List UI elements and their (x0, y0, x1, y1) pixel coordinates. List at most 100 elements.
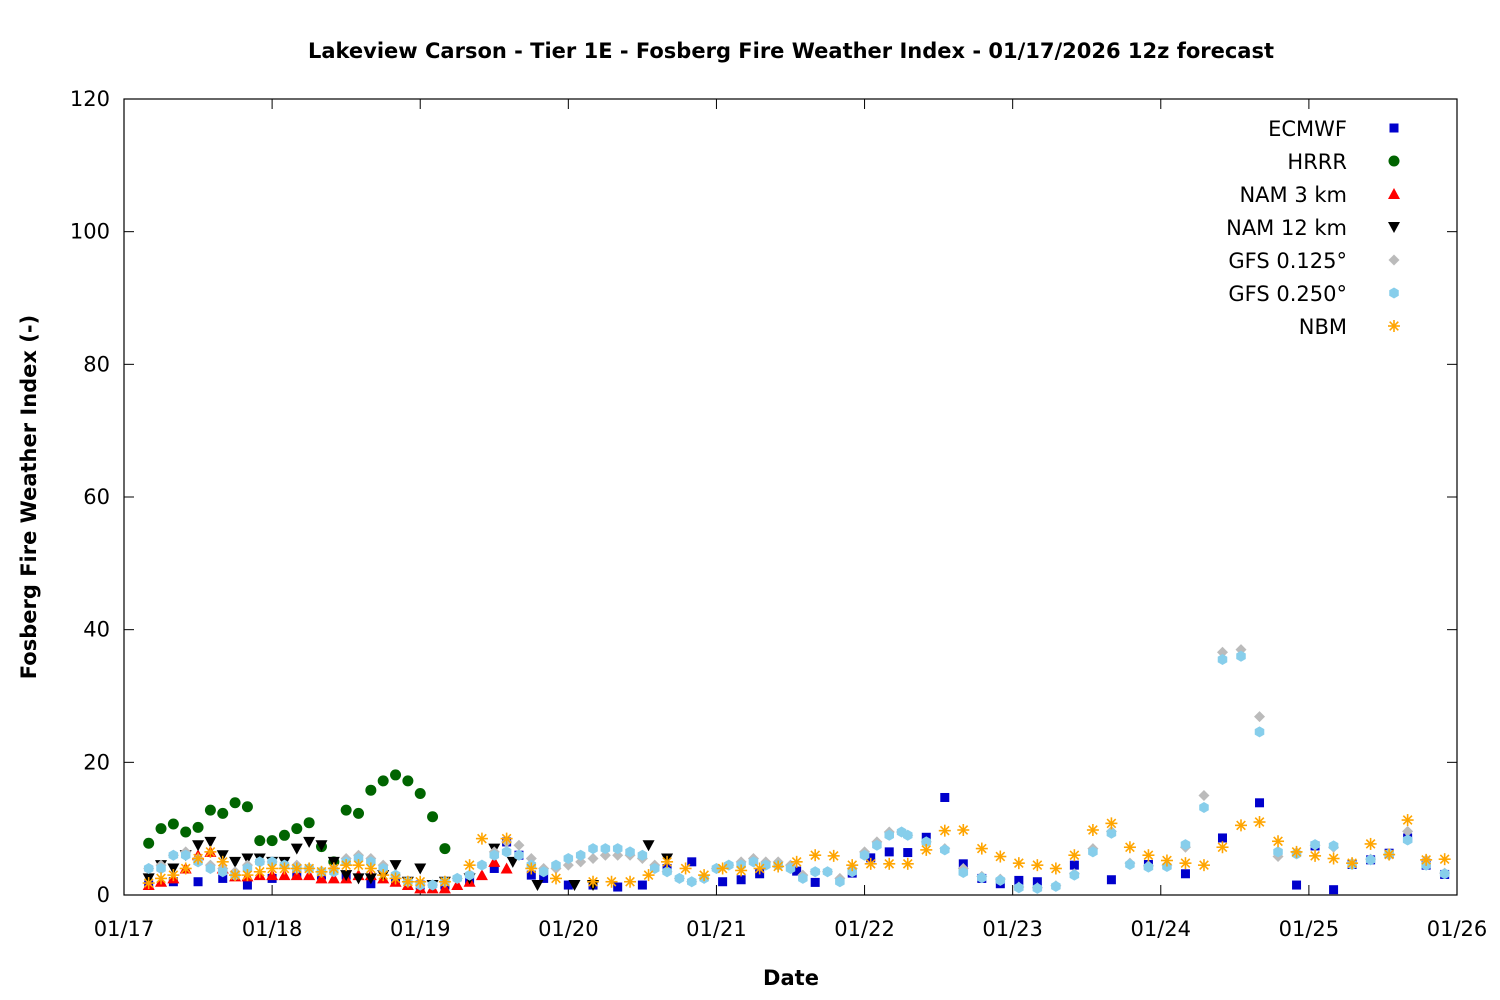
data-point (489, 863, 499, 873)
data-point (994, 850, 1007, 863)
legend-marker (1388, 155, 1400, 167)
data-point (884, 829, 895, 841)
star-stroke (1439, 854, 1450, 865)
star-stroke (1051, 863, 1061, 874)
data-point (531, 880, 544, 892)
data-point (216, 850, 229, 862)
star-stroke (415, 876, 426, 887)
data-point (1031, 859, 1044, 872)
data-point (883, 857, 896, 870)
data-point (1327, 852, 1340, 865)
data-point (488, 855, 501, 867)
data-point (736, 875, 746, 885)
data-point (143, 862, 154, 874)
star-stroke (625, 876, 635, 887)
star-stroke (365, 863, 376, 874)
data-point (1179, 857, 1192, 870)
star-stroke (939, 825, 950, 836)
data-point (613, 882, 623, 892)
data-point (661, 855, 674, 868)
x-tick-label: 01/23 (982, 917, 1043, 941)
data-point (378, 862, 388, 874)
data-point (290, 843, 303, 855)
data-point (674, 872, 685, 884)
data-point (1032, 882, 1043, 894)
star-stroke (736, 865, 746, 876)
data-point (1143, 861, 1154, 873)
star-stroke (773, 861, 784, 872)
data-point (1383, 848, 1396, 861)
data-point (1069, 869, 1080, 881)
data-point (526, 870, 536, 880)
star-stroke (1088, 825, 1098, 835)
data-point (452, 872, 463, 884)
star-stroke (477, 833, 487, 844)
star-stroke (1236, 820, 1246, 831)
data-point (1365, 854, 1376, 866)
data-point (506, 856, 519, 868)
series-nbm (142, 814, 1451, 890)
star-stroke (205, 847, 216, 857)
data-point (1199, 801, 1209, 813)
data-point (1180, 869, 1190, 879)
data-point (217, 807, 229, 819)
data-point (303, 817, 315, 829)
data-point (568, 880, 581, 892)
data-point (477, 859, 487, 871)
data-point (180, 826, 192, 838)
data-point (353, 853, 364, 865)
star-stroke (588, 876, 598, 887)
chart-title: Lakeview Carson - Tier 1E - Fosberg Fire… (308, 39, 1274, 63)
y-tick-label: 0 (97, 883, 110, 907)
data-point (798, 872, 808, 884)
data-point (1272, 835, 1285, 848)
data-point (1125, 858, 1135, 870)
star-stroke (1291, 847, 1302, 857)
data-point (267, 856, 277, 868)
data-point (1217, 833, 1227, 843)
y-tick-label: 100 (70, 220, 110, 244)
star-stroke (156, 873, 166, 884)
legend-label: NAM 12 km (1226, 216, 1347, 240)
data-point (340, 804, 352, 816)
star-stroke (551, 873, 561, 884)
data-point (266, 862, 279, 875)
star-stroke (884, 858, 895, 869)
data-point (822, 866, 833, 878)
data-point (218, 873, 228, 883)
data-point (1346, 857, 1359, 870)
legend-label: GFS 0.125° (1228, 249, 1347, 273)
data-point (180, 849, 191, 861)
star-stroke (1273, 836, 1283, 847)
data-point (624, 875, 637, 888)
data-point (278, 829, 290, 841)
x-tick-label: 01/20 (538, 917, 599, 941)
data-point (1235, 819, 1248, 832)
data-point (242, 862, 253, 874)
star-stroke (254, 866, 265, 877)
data-point (662, 866, 672, 878)
star-stroke (143, 878, 154, 888)
data-point (1310, 839, 1320, 851)
data-point (327, 862, 340, 875)
data-point (1438, 853, 1451, 866)
data-point (903, 848, 913, 858)
data-point (588, 843, 598, 855)
legend-label: ECMWF (1268, 117, 1347, 141)
data-point (1420, 853, 1433, 866)
data-point (266, 869, 279, 881)
data-point (563, 853, 574, 865)
data-point (377, 869, 390, 882)
star-stroke (1180, 858, 1191, 869)
data-point (563, 880, 573, 890)
data-point (167, 869, 180, 882)
data-point (642, 840, 655, 852)
data-point (859, 849, 870, 861)
x-tick-label: 01/18 (242, 917, 303, 941)
data-point (698, 869, 711, 882)
data-point (1160, 854, 1173, 867)
star-stroke (1365, 839, 1376, 849)
star-stroke (193, 853, 203, 864)
y-axis-label: Fosberg Fire Weather Index (-) (17, 315, 41, 679)
